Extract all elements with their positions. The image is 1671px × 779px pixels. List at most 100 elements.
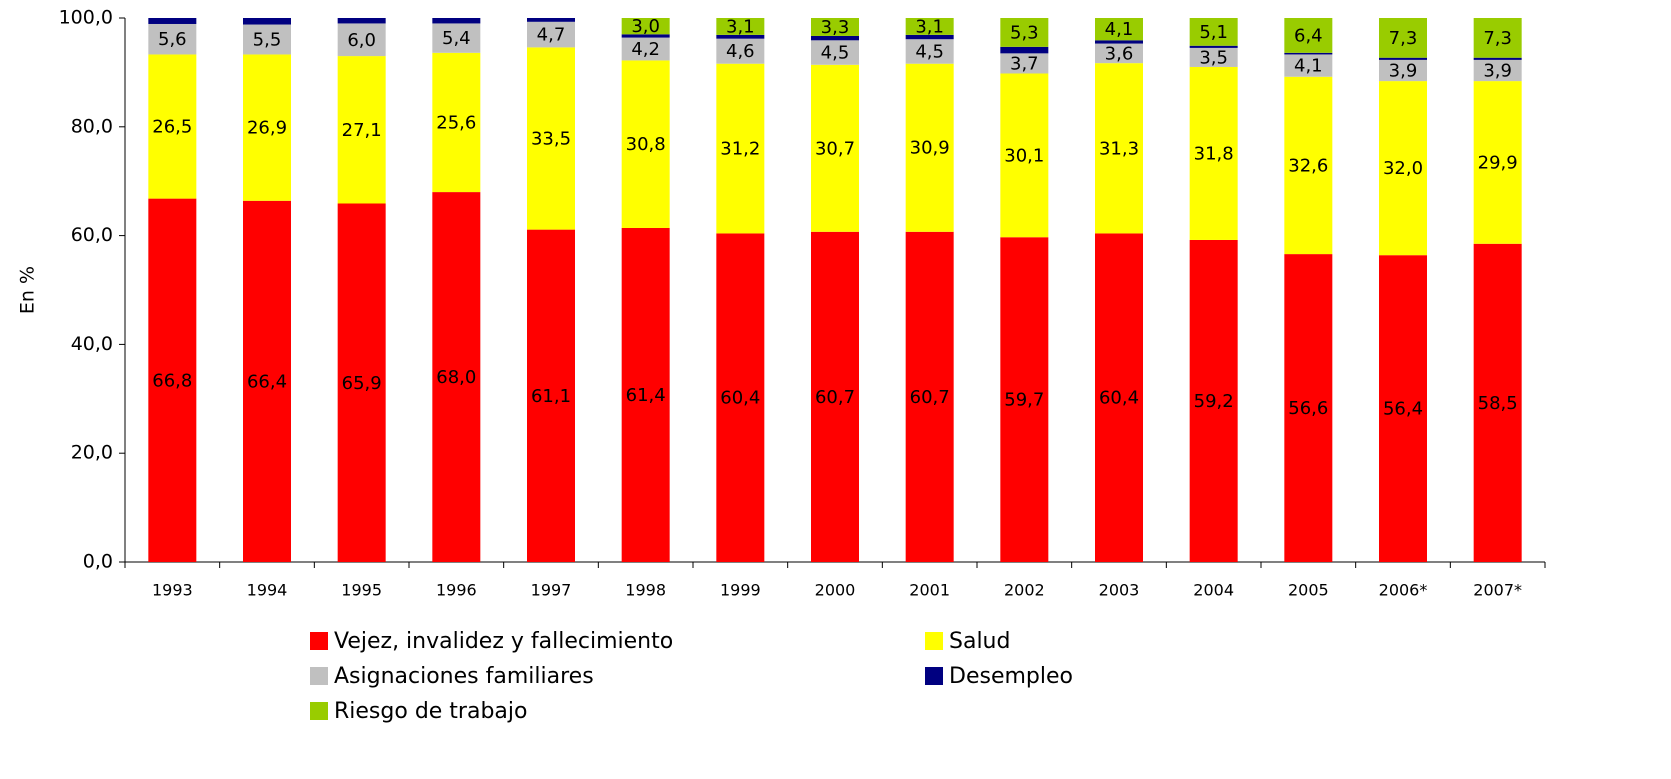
y-tick-label: 80,0 [71, 115, 113, 137]
y-axis-label: En % [17, 266, 39, 314]
legend-swatch [310, 632, 328, 650]
bar-segment [716, 18, 765, 35]
bar-segment [1000, 53, 1049, 74]
data-label: 66,4 [247, 371, 287, 392]
data-label: 60,7 [910, 387, 950, 408]
bar-segment [1000, 237, 1049, 562]
data-label: 31,2 [720, 139, 760, 160]
data-label: 30,9 [910, 138, 950, 159]
bar-segment [337, 203, 386, 562]
data-label: 6,0 [347, 30, 376, 51]
data-label: 26,5 [152, 117, 192, 138]
bar-segment [527, 47, 575, 230]
bar-segment [1284, 18, 1333, 53]
legend-label: Asignaciones familiares [334, 664, 594, 689]
bar-segment [905, 34, 954, 40]
data-label: 3,0 [631, 16, 660, 37]
bar-segment [811, 18, 859, 36]
bar-segment [621, 37, 670, 61]
bar-segment [527, 229, 575, 562]
bar-segment [621, 60, 670, 228]
data-label: 6,4 [1294, 25, 1323, 46]
bar-segment [621, 34, 670, 38]
x-tick-label: 2006* [1379, 581, 1428, 600]
bar-segment [1000, 73, 1049, 238]
data-label: 60,4 [1099, 388, 1139, 409]
bar-segment [243, 54, 291, 201]
bar-segment [148, 54, 197, 199]
data-label: 56,6 [1288, 398, 1328, 419]
data-label: 3,1 [915, 16, 944, 37]
y-tick-label: 60,0 [71, 224, 113, 246]
bar-segment [1000, 18, 1049, 47]
bar-segment [1379, 18, 1427, 58]
data-label: 4,5 [821, 43, 850, 64]
x-tick-label: 2000 [815, 581, 856, 600]
bar-segment [527, 18, 575, 22]
bar-segment [811, 231, 859, 563]
data-label: 7,3 [1389, 28, 1418, 49]
data-label: 4,7 [537, 25, 566, 46]
bar-segment [905, 39, 954, 64]
data-label: 32,6 [1288, 155, 1328, 176]
bar-segment [243, 18, 291, 25]
x-tick-label: 2001 [909, 581, 950, 600]
bar-segment [811, 35, 859, 41]
data-label: 3,9 [1483, 60, 1512, 81]
data-label: 60,7 [815, 387, 855, 408]
bar-segment [337, 23, 386, 57]
data-label: 68,0 [436, 367, 476, 388]
legend-label: Riesgo de trabajo [334, 699, 527, 724]
data-label: 61,4 [626, 385, 666, 406]
data-label: 4,2 [631, 39, 660, 60]
bar-segment [1189, 66, 1238, 240]
bar-segment [716, 233, 765, 562]
bar-segment [1284, 254, 1333, 562]
bar-segment [1473, 59, 1522, 82]
bar-segment [1095, 43, 1143, 64]
data-label: 30,8 [626, 134, 666, 155]
legend-label: Desempleo [949, 664, 1073, 689]
data-label: 4,6 [726, 41, 755, 62]
bar-segment [811, 64, 859, 232]
data-label: 27,1 [342, 120, 382, 141]
data-label: 30,1 [1004, 145, 1044, 166]
x-tick-label: 1994 [247, 581, 288, 600]
data-label: 26,9 [247, 118, 287, 139]
data-label: 66,8 [152, 370, 192, 391]
bar-segment [1284, 52, 1333, 55]
data-label: 60,4 [720, 388, 760, 409]
x-tick-label: 2002 [1004, 581, 1045, 600]
bar-segment [905, 231, 954, 563]
data-label: 65,9 [342, 373, 382, 394]
data-label: 3,1 [726, 16, 755, 37]
data-label: 31,8 [1194, 143, 1234, 164]
x-tick-label: 1998 [625, 581, 666, 600]
bar-segment [1189, 239, 1238, 562]
x-tick-label: 1997 [531, 581, 572, 600]
bar-segment [337, 18, 386, 24]
legend-swatch [310, 667, 328, 685]
data-label: 3,3 [821, 17, 850, 38]
bar-segment [1473, 57, 1522, 60]
legend-swatch [925, 667, 943, 685]
legend-label: Vejez, invalidez y fallecimiento [334, 629, 673, 654]
y-tick-label: 20,0 [71, 442, 113, 464]
data-label: 4,5 [915, 41, 944, 62]
x-tick-label: 2004 [1193, 581, 1234, 600]
data-label: 5,4 [442, 28, 471, 49]
bar-segment [1473, 243, 1522, 562]
bar-segment [1379, 255, 1427, 562]
data-label: 3,5 [1199, 47, 1228, 68]
x-tick-label: 2007* [1473, 581, 1522, 600]
data-label: 5,5 [253, 29, 282, 50]
bar-segment [1284, 54, 1333, 77]
data-label: 3,7 [1010, 53, 1039, 74]
y-tick-label: 0,0 [83, 551, 113, 573]
data-label: 32,0 [1383, 158, 1423, 179]
bar-segment [1189, 47, 1238, 67]
data-label: 4,1 [1294, 56, 1323, 77]
data-label: 61,1 [531, 386, 571, 407]
bar-segment [716, 38, 765, 64]
